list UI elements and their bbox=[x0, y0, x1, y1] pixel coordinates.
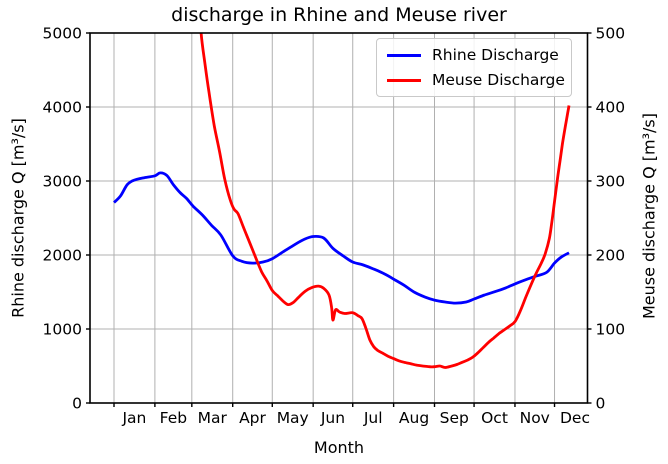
x-tick-label: May bbox=[277, 409, 309, 427]
x-tick-label: Oct bbox=[481, 409, 508, 427]
x-tick-label: Nov bbox=[520, 409, 550, 427]
y-right-tick-label: 300 bbox=[596, 173, 626, 191]
x-tick-label: Apr bbox=[239, 409, 266, 427]
plot-border bbox=[89, 32, 589, 404]
x-axis-label: Month bbox=[313, 438, 365, 457]
y-right-tick-label: 0 bbox=[596, 395, 606, 413]
x-tick-label: Dec bbox=[560, 409, 590, 427]
y-left-tick-label: 3000 bbox=[43, 173, 82, 191]
y-left-tick-label: 1000 bbox=[43, 321, 82, 339]
y-right-tick-label: 400 bbox=[596, 99, 626, 117]
y-left-tick-label: 4000 bbox=[43, 99, 82, 117]
y-axis-label-right: Meuse discharge Q [m³/s] bbox=[639, 112, 659, 320]
x-tick-label: Feb bbox=[160, 409, 187, 427]
x-tick-label: Mar bbox=[198, 409, 228, 427]
y-right-tick-label: 100 bbox=[596, 321, 626, 339]
legend-item-meuse: Meuse Discharge bbox=[387, 71, 565, 89]
rhine-line-swatch bbox=[387, 53, 421, 57]
y-axis-label-left: Rhine discharge Q [m³/s] bbox=[8, 118, 28, 318]
meuse-line-swatch bbox=[387, 78, 421, 82]
meuse-discharge-line bbox=[199, 33, 571, 369]
y-left-tick-label: 0 bbox=[72, 395, 82, 413]
y-left-tick-label: 2000 bbox=[43, 247, 82, 265]
x-tick-label: Jan bbox=[121, 409, 146, 427]
chart-title: discharge in Rhine and Meuse river bbox=[171, 4, 507, 26]
y-right-tick-label: 200 bbox=[596, 247, 626, 265]
legend-item-rhine: Rhine Discharge bbox=[387, 46, 561, 64]
y-right-tick-label: 500 bbox=[596, 25, 626, 43]
x-tick-label: Aug bbox=[399, 409, 429, 427]
rhine-discharge-line bbox=[113, 171, 570, 305]
legend-label-meuse: Meuse Discharge bbox=[432, 71, 565, 89]
y-left-tick-label: 5000 bbox=[43, 25, 82, 43]
x-tick-label: Jun bbox=[320, 409, 345, 427]
x-tick-label: Jul bbox=[363, 409, 383, 427]
x-tick-label: Sep bbox=[440, 409, 469, 427]
legend: Rhine Discharge Meuse Discharge bbox=[376, 38, 572, 97]
legend-label-rhine: Rhine Discharge bbox=[432, 46, 559, 64]
